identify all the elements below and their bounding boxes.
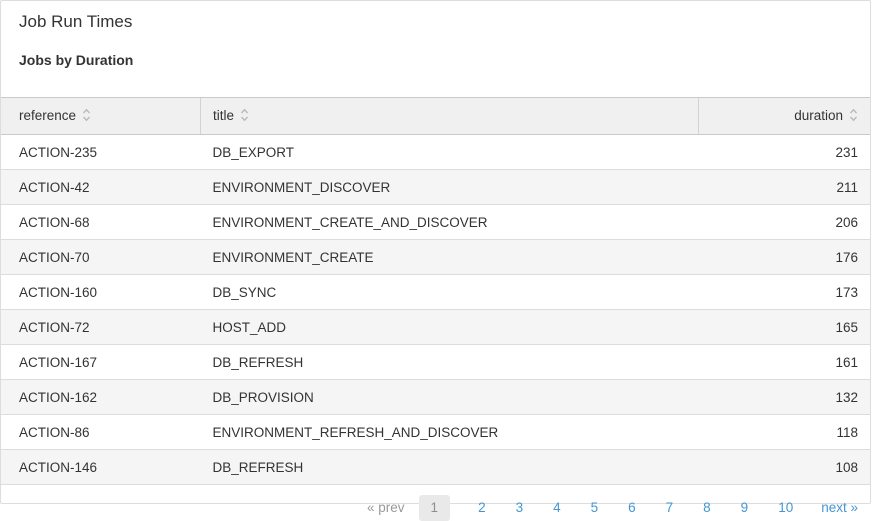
cell-duration: 165	[698, 309, 870, 345]
table-row: ACTION-86 ENVIRONMENT_REFRESH_AND_DISCOVE…	[1, 414, 870, 450]
pagination-page-7[interactable]: 7	[665, 500, 674, 515]
cell-duration: 173	[698, 274, 870, 310]
cell-duration: 132	[698, 379, 870, 415]
cell-title: DB_REFRESH	[200, 344, 699, 380]
column-header-label: reference	[19, 107, 77, 123]
cell-title: ENVIRONMENT_REFRESH_AND_DISCOVER	[200, 414, 699, 450]
jobs-table: reference title duration ACTION-235 DB_EXPO…	[1, 97, 870, 485]
sort-icon	[849, 108, 858, 125]
cell-reference: ACTION-167	[1, 344, 201, 380]
cell-title: DB_PROVISION	[200, 379, 699, 415]
column-header-reference[interactable]: reference	[1, 97, 201, 135]
cell-duration: 211	[698, 169, 870, 205]
cell-title: DB_REFRESH	[200, 449, 699, 485]
table-row: ACTION-160 DB_SYNC 173	[1, 274, 870, 310]
pagination: « prev 1 2 3 4 5 6 7 8 9 10 next »	[1, 485, 870, 521]
cell-duration: 176	[698, 239, 870, 275]
cell-reference: ACTION-86	[1, 414, 201, 450]
cell-reference: ACTION-162	[1, 379, 201, 415]
pagination-page-5[interactable]: 5	[590, 500, 599, 515]
sort-icon	[240, 108, 249, 125]
cell-title: ENVIRONMENT_CREATE_AND_DISCOVER	[200, 204, 699, 240]
pagination-page-2[interactable]: 2	[478, 500, 486, 515]
table-row: ACTION-42 ENVIRONMENT_DISCOVER 211	[1, 169, 870, 205]
report-subtitle: Jobs by Duration	[19, 52, 134, 68]
table-row: ACTION-70 ENVIRONMENT_CREATE 176	[1, 239, 870, 275]
pagination-next[interactable]: next »	[821, 500, 858, 515]
cell-duration: 161	[698, 344, 870, 380]
pagination-page-6[interactable]: 6	[628, 500, 636, 515]
pagination-page-10[interactable]: 10	[778, 500, 794, 515]
cell-duration: 206	[698, 204, 870, 240]
page-title: Job Run Times	[19, 12, 133, 31]
pagination-page-4[interactable]: 4	[553, 500, 561, 515]
table-row: ACTION-72 HOST_ADD 165	[1, 309, 870, 345]
table-body: ACTION-235 DB_EXPORT 231 ACTION-42 ENVIRONME…	[1, 134, 870, 485]
column-header-title[interactable]: title	[200, 97, 699, 135]
column-header-label: duration	[794, 107, 843, 123]
cell-title: DB_SYNC	[200, 274, 699, 310]
table-row: ACTION-162 DB_PROVISION 132	[1, 379, 870, 415]
cell-reference: ACTION-68	[1, 204, 201, 240]
cell-reference: ACTION-235	[1, 134, 201, 170]
table-row: ACTION-235 DB_EXPORT 231	[1, 134, 870, 170]
pagination-page-9[interactable]: 9	[740, 500, 749, 515]
table-row: ACTION-68 ENVIRONMENT_CREATE_AND_DISCOVER…	[1, 204, 870, 240]
cell-duration: 108	[698, 449, 870, 485]
cell-reference: ACTION-160	[1, 274, 201, 310]
table-header-row: reference title duration	[1, 97, 870, 135]
table-row: ACTION-146 DB_REFRESH 108	[1, 449, 870, 485]
column-header-label: title	[213, 107, 235, 123]
cell-duration: 231	[698, 134, 870, 170]
cell-title: HOST_ADD	[200, 309, 699, 345]
cell-reference: ACTION-70	[1, 239, 201, 275]
cell-title: DB_EXPORT	[200, 134, 699, 170]
cell-title: ENVIRONMENT_CREATE	[200, 239, 699, 275]
cell-title: ENVIRONMENT_DISCOVER	[200, 169, 699, 205]
sort-icon	[82, 108, 91, 125]
column-header-duration[interactable]: duration	[698, 97, 870, 135]
pagination-prev[interactable]: « prev	[367, 500, 405, 515]
table-row: ACTION-167 DB_REFRESH 161	[1, 344, 870, 380]
cell-reference: ACTION-146	[1, 449, 201, 485]
cell-reference: ACTION-72	[1, 309, 201, 345]
pagination-page-8[interactable]: 8	[703, 500, 711, 515]
pagination-page-1[interactable]: 1	[418, 495, 451, 521]
pagination-page-3[interactable]: 3	[515, 500, 524, 515]
cell-reference: ACTION-42	[1, 169, 201, 205]
cell-duration: 118	[698, 414, 870, 450]
